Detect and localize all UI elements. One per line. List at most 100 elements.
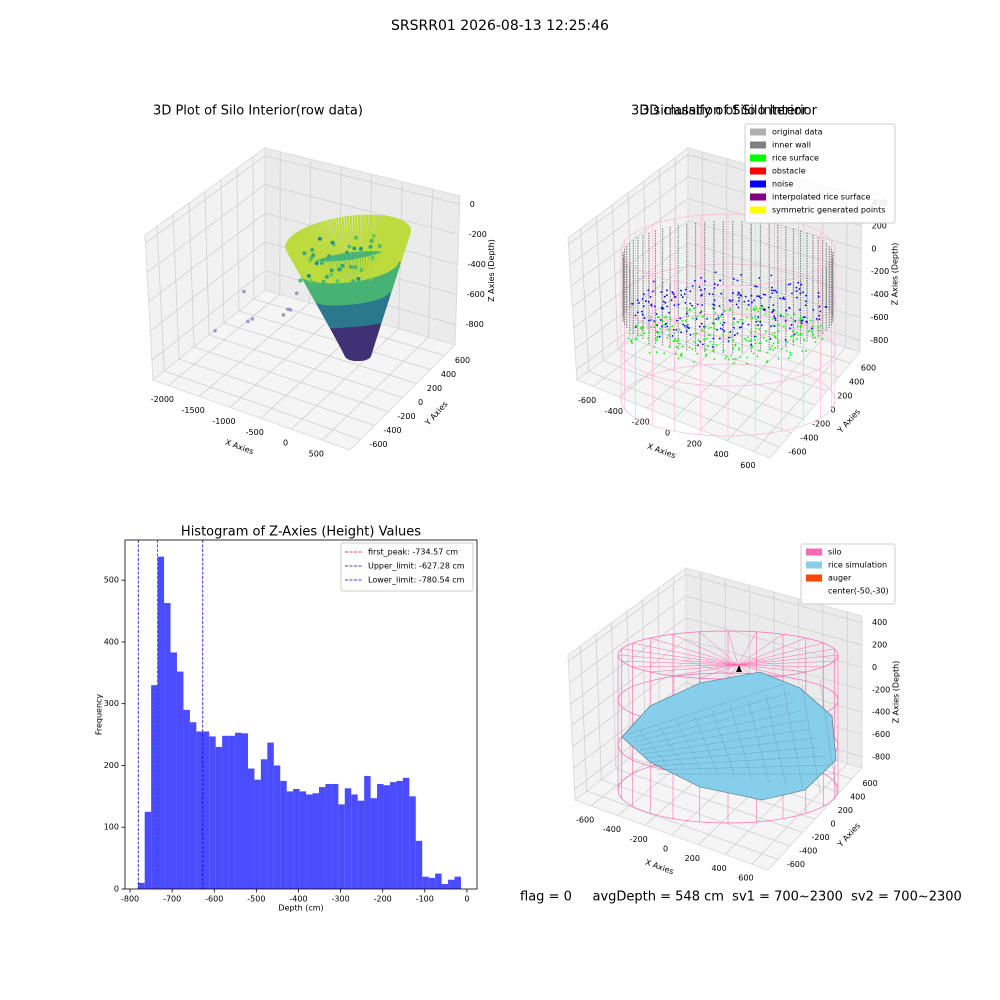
point xyxy=(774,319,777,321)
point xyxy=(733,362,736,365)
point xyxy=(653,346,656,348)
point xyxy=(662,300,665,303)
point xyxy=(630,340,633,343)
point xyxy=(805,294,807,297)
point xyxy=(760,307,762,310)
point xyxy=(661,325,663,328)
point xyxy=(791,334,794,337)
point xyxy=(818,329,821,332)
x-tick-label: -500 xyxy=(247,895,265,904)
grid-line xyxy=(627,192,816,406)
grid-line xyxy=(596,216,792,434)
point-trail xyxy=(344,282,351,306)
point-trail xyxy=(385,247,394,274)
point xyxy=(643,332,646,335)
point xyxy=(812,325,815,328)
point xyxy=(649,319,652,321)
point xyxy=(728,336,730,339)
z-tick-label: 0 xyxy=(871,244,876,253)
point xyxy=(711,345,714,348)
point xyxy=(677,339,680,342)
bar xyxy=(267,742,274,889)
y-tick-label: -600 xyxy=(788,447,806,456)
point-trail xyxy=(355,215,359,252)
point xyxy=(717,314,719,317)
point-trail xyxy=(325,261,335,284)
point xyxy=(647,319,650,322)
point xyxy=(675,352,677,355)
point xyxy=(754,342,757,345)
point xyxy=(753,299,755,302)
bar xyxy=(189,722,197,889)
point xyxy=(664,326,667,329)
bar xyxy=(383,785,390,889)
point-trail xyxy=(361,280,365,304)
point xyxy=(798,319,801,322)
bar xyxy=(306,794,313,889)
point xyxy=(652,280,655,283)
point xyxy=(758,277,761,279)
grid-line xyxy=(659,169,839,378)
y-tick-label: -200 xyxy=(397,412,415,421)
point xyxy=(681,296,684,299)
point-trail xyxy=(342,304,351,328)
point xyxy=(689,290,692,293)
grid-line xyxy=(168,151,281,386)
point xyxy=(767,306,770,309)
point xyxy=(721,324,724,326)
grid-line xyxy=(643,181,827,392)
point xyxy=(685,312,688,315)
y-tick-label: 100 xyxy=(104,823,119,832)
wire xyxy=(737,654,839,666)
point xyxy=(666,325,669,328)
point xyxy=(707,327,710,330)
bar xyxy=(364,775,371,889)
wire xyxy=(699,664,739,679)
point xyxy=(684,302,687,304)
mesh xyxy=(747,699,770,784)
chart-title: 3D classify of Silo Interior xyxy=(641,104,808,119)
point-trail xyxy=(388,217,398,254)
point xyxy=(787,357,790,360)
point xyxy=(797,281,800,284)
point xyxy=(701,343,704,346)
point xyxy=(709,340,712,343)
grid-line xyxy=(570,617,863,705)
point xyxy=(736,332,739,335)
point xyxy=(660,291,663,294)
point xyxy=(242,289,246,294)
point xyxy=(782,325,785,328)
point xyxy=(340,263,345,268)
point xyxy=(786,340,788,343)
bar xyxy=(215,746,223,889)
point xyxy=(666,321,669,324)
point xyxy=(753,335,756,338)
x-tick-label: 200 xyxy=(687,439,702,448)
point xyxy=(702,315,704,318)
wire xyxy=(737,664,806,673)
point xyxy=(755,308,758,311)
point xyxy=(699,340,702,343)
grid-line xyxy=(751,612,848,865)
point xyxy=(738,326,741,329)
point-trail xyxy=(322,220,333,257)
point xyxy=(750,294,753,297)
bar xyxy=(293,788,300,889)
point xyxy=(718,337,721,340)
x-tick-label: -200 xyxy=(374,895,392,904)
point-trail xyxy=(360,303,364,327)
z-tick-label: -200 xyxy=(872,685,890,694)
grid-line xyxy=(592,151,703,387)
point-trail xyxy=(386,246,396,273)
point xyxy=(691,304,693,307)
point xyxy=(351,279,356,284)
point-trail xyxy=(385,216,394,253)
point xyxy=(751,317,754,319)
point xyxy=(765,361,768,364)
point xyxy=(631,302,634,305)
point-trail xyxy=(335,217,343,254)
point-trail xyxy=(352,215,357,252)
point xyxy=(745,308,748,311)
grid-line xyxy=(572,220,862,308)
point xyxy=(782,315,785,318)
